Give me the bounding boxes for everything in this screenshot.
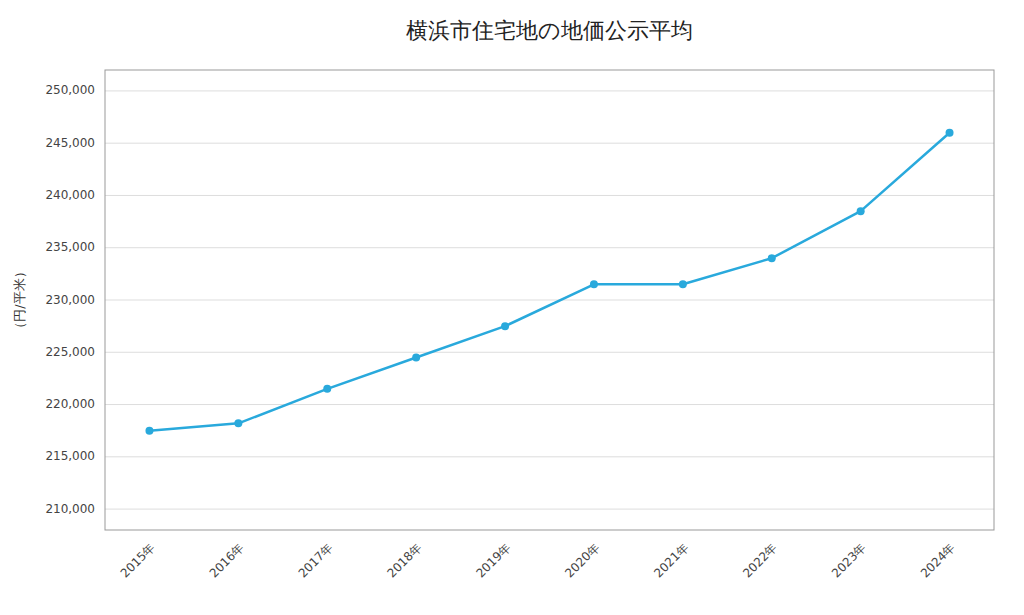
- grid-line: [105, 300, 994, 301]
- grid-line: [105, 143, 994, 144]
- data-point: [857, 207, 865, 215]
- x-tick-label: 2021年: [651, 540, 691, 580]
- x-tick-label: 2015年: [118, 540, 158, 580]
- y-grid: [105, 91, 994, 509]
- data-point: [234, 419, 242, 427]
- x-tick-label: 2017年: [296, 540, 336, 580]
- x-tick-labels: 2015年 2016年 2017年 2018年 2019年 2020年 2021年 2022年…: [118, 540, 958, 580]
- y-tick-label: 230,000: [45, 293, 95, 307]
- x-tick-label: 2016年: [207, 540, 247, 580]
- chart-container: 横浜市住宅地の地価公示平均 210,000 215,000 220,000 225,00…: [0, 0, 1024, 615]
- x-tick-label: 2023年: [829, 540, 869, 580]
- data-point: [323, 385, 331, 393]
- grid-line: [105, 195, 994, 196]
- grid-line: [105, 247, 994, 248]
- data-point: [768, 254, 776, 262]
- data-point: [501, 322, 509, 330]
- y-tick-labels: 210,000 215,000 220,000 225,000 230,000 235,0…: [45, 83, 95, 515]
- y-tick-label: 250,000: [45, 83, 95, 97]
- title: 横浜市住宅地の地価公示平均: [406, 18, 693, 43]
- x-tick-label: 2024年: [918, 540, 958, 580]
- chart-svg: 横浜市住宅地の地価公示平均 210,000 215,000 220,000 225,00…: [0, 0, 1024, 615]
- data-point: [590, 280, 598, 288]
- data-point: [679, 280, 687, 288]
- data-point: [145, 427, 153, 435]
- data-point: [946, 129, 954, 137]
- y-axis-label: （円/平米）: [12, 265, 27, 334]
- y-tick-label: 225,000: [45, 345, 95, 359]
- x-tick-label: 2020年: [562, 540, 602, 580]
- grid-line: [105, 509, 994, 510]
- y-tick-label: 220,000: [45, 397, 95, 411]
- y-tick-label: 235,000: [45, 240, 95, 254]
- x-tick-label: 2019年: [473, 540, 513, 580]
- grid-line: [105, 352, 994, 353]
- x-tick-label: 2022年: [740, 540, 780, 580]
- data-line: [149, 133, 949, 431]
- y-tick-label: 215,000: [45, 449, 95, 463]
- grid-line: [105, 456, 994, 457]
- data-point: [412, 354, 420, 362]
- y-tick-label: 245,000: [45, 136, 95, 150]
- y-tick-label: 240,000: [45, 188, 95, 202]
- plot-frame: [105, 70, 994, 530]
- grid-line: [105, 90, 994, 91]
- y-tick-label: 210,000: [45, 502, 95, 516]
- grid-line: [105, 404, 994, 405]
- x-tick-label: 2018年: [385, 540, 425, 580]
- data-group: [145, 129, 953, 435]
